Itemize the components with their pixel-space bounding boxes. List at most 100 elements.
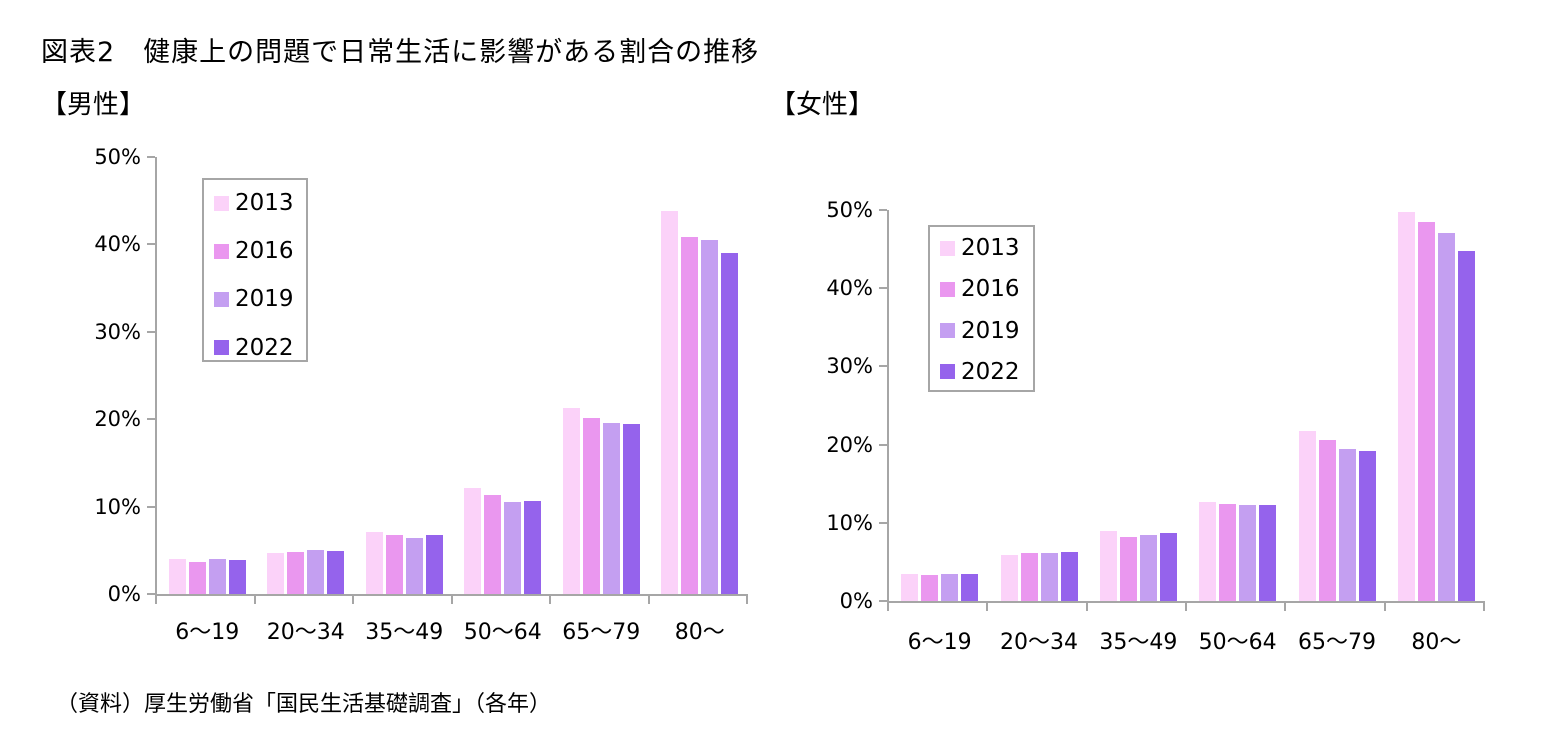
y-tick-label: 50% xyxy=(826,198,873,222)
bar-2022-50〜64 xyxy=(1259,504,1277,601)
x-tick-mark xyxy=(1383,603,1386,611)
legend-swatch-2016 xyxy=(940,281,955,297)
bar-2022-65〜79 xyxy=(622,424,640,594)
bar-2016-65〜79 xyxy=(582,418,600,594)
legend-swatch-2013 xyxy=(940,240,955,256)
bar-2019-80〜 xyxy=(701,240,719,594)
bar-2013-20〜34 xyxy=(1000,554,1018,601)
legend-label-2022: 2022 xyxy=(961,358,1020,385)
bar-2013-20〜34 xyxy=(267,552,285,594)
bar-2016-20〜34 xyxy=(287,552,305,594)
bar-2013-35〜49 xyxy=(365,531,383,594)
bar-2016-35〜49 xyxy=(385,535,403,594)
bar-2019-6〜19 xyxy=(941,574,959,601)
y-axis-line xyxy=(155,157,157,602)
legend-swatch-2022 xyxy=(940,364,955,380)
x-category-label: 6〜19 xyxy=(907,630,972,655)
bar-2016-35〜49 xyxy=(1119,536,1137,601)
y-tick-mark xyxy=(879,209,887,211)
y-tick-mark xyxy=(147,330,155,333)
x-tick-mark xyxy=(1085,603,1088,611)
bar-2013-65〜79 xyxy=(562,407,580,594)
bar-2019-20〜34 xyxy=(1040,552,1058,601)
bar-2022-80〜 xyxy=(721,253,739,594)
bar-2022-35〜49 xyxy=(1159,533,1177,601)
x-category-label: 20〜34 xyxy=(1000,630,1078,655)
x-category-label: 35〜49 xyxy=(1099,630,1178,655)
x-category-label: 35〜49 xyxy=(365,620,444,645)
y-tick-mark xyxy=(879,521,887,524)
bar-2019-20〜34 xyxy=(307,550,325,594)
x-category-label: 20〜34 xyxy=(266,620,345,645)
y-tick-label: 10% xyxy=(826,510,873,535)
bar-2016-50〜64 xyxy=(484,495,502,594)
bar-2019-35〜49 xyxy=(1139,534,1157,601)
bar-2019-50〜64 xyxy=(1239,504,1257,601)
bar-2019-35〜49 xyxy=(405,538,423,594)
bar-2022-80〜 xyxy=(1457,250,1475,601)
female-chart-title: 【女性】 xyxy=(770,90,875,120)
legend-label-2016: 2016 xyxy=(235,238,294,265)
y-tick-label: 20% xyxy=(94,407,141,432)
x-tick-mark xyxy=(1284,603,1287,611)
x-tick-mark xyxy=(746,596,748,604)
x-tick-mark xyxy=(155,596,157,604)
x-tick-mark xyxy=(1483,603,1485,611)
bar-2013-80〜 xyxy=(1397,212,1415,601)
bar-2022-6〜19 xyxy=(228,559,246,594)
bar-2022-35〜49 xyxy=(425,534,443,594)
source-note: （資料）厚生労働省「国民生活基礎調査」（各年） xyxy=(56,692,552,717)
figure-title: 図表2 健康上の問題で日常生活に影響がある割合の推移 xyxy=(41,37,760,68)
y-tick-label: 50% xyxy=(94,145,141,169)
y-tick-label: 30% xyxy=(94,319,141,344)
bar-2022-6〜19 xyxy=(961,573,979,601)
y-tick-mark xyxy=(147,505,155,508)
x-category-label: 6〜19 xyxy=(175,620,240,645)
x-category-label: 80〜 xyxy=(674,620,725,645)
legend-label-2022: 2022 xyxy=(235,334,294,361)
male-chart-title: 【男性】 xyxy=(41,90,146,120)
legend-label-2016: 2016 xyxy=(961,276,1020,303)
bar-2013-80〜 xyxy=(661,211,679,594)
legend-swatch-2016 xyxy=(214,243,229,259)
bar-2013-6〜19 xyxy=(168,559,186,594)
y-tick-label: 30% xyxy=(826,354,873,379)
bar-2016-20〜34 xyxy=(1020,553,1038,601)
bar-2019-80〜 xyxy=(1437,232,1455,601)
bar-2019-65〜79 xyxy=(602,422,620,594)
bar-2022-50〜64 xyxy=(524,500,542,594)
bar-2013-35〜49 xyxy=(1099,531,1117,601)
y-tick-label: 40% xyxy=(826,276,873,301)
y-axis-line xyxy=(887,210,889,609)
bar-2016-65〜79 xyxy=(1318,439,1336,601)
x-tick-mark xyxy=(549,596,551,604)
legend-swatch-2022 xyxy=(214,340,229,356)
bar-2013-50〜64 xyxy=(1199,501,1217,601)
x-tick-mark xyxy=(887,603,889,611)
bar-2019-6〜19 xyxy=(208,559,226,594)
bar-2016-6〜19 xyxy=(188,561,206,594)
x-category-label: 65〜79 xyxy=(1298,630,1376,655)
y-tick-mark xyxy=(879,600,887,602)
bar-2022-65〜79 xyxy=(1358,450,1376,601)
legend-swatch-2013 xyxy=(214,195,229,211)
bar-2016-6〜19 xyxy=(921,575,939,601)
y-tick-mark xyxy=(879,443,887,446)
legend-label-2019: 2019 xyxy=(235,286,294,313)
x-tick-mark xyxy=(450,596,453,604)
x-tick-mark xyxy=(1185,603,1187,611)
legend-label-2013: 2013 xyxy=(235,190,294,216)
y-tick-mark xyxy=(879,287,887,290)
legend-swatch-2019 xyxy=(940,323,955,339)
bar-2019-50〜64 xyxy=(504,502,522,594)
x-tick-mark xyxy=(253,596,256,604)
y-tick-label: 10% xyxy=(94,494,141,519)
x-tick-mark xyxy=(352,596,354,604)
bar-2019-65〜79 xyxy=(1338,449,1356,601)
bar-2022-20〜34 xyxy=(1060,551,1078,601)
bar-2013-65〜79 xyxy=(1298,430,1316,601)
y-tick-mark xyxy=(147,418,155,421)
bar-2022-20〜34 xyxy=(327,551,345,594)
bar-2013-6〜19 xyxy=(901,574,919,601)
